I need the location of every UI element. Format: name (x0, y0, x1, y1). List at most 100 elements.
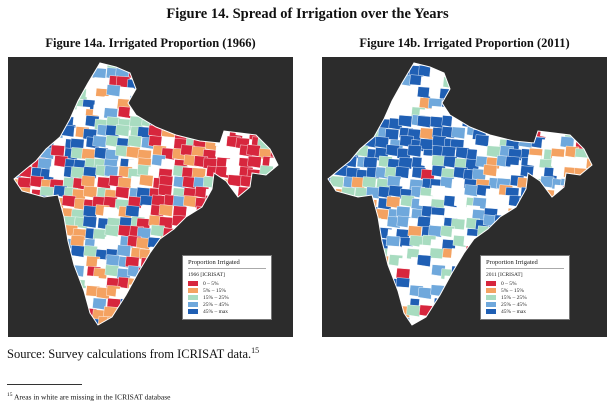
district-cell (531, 196, 547, 209)
panel-title-1966: Figure 14a. Irrigated Proportion (1966) (45, 36, 256, 50)
district-cell (280, 97, 293, 109)
district-cell (453, 74, 468, 88)
district-cell (136, 66, 152, 79)
district-cell (237, 186, 252, 199)
district-cell (594, 195, 607, 207)
district-cell (595, 206, 607, 218)
district-cell (519, 329, 533, 337)
district-cell (586, 104, 592, 118)
district-cell (14, 67, 22, 81)
district-cell (246, 214, 261, 228)
district-cell (14, 148, 22, 161)
district-cell (27, 64, 43, 77)
district-cell (72, 66, 87, 79)
district-cell (249, 238, 265, 252)
district-cell (14, 217, 24, 231)
district-cell (246, 329, 260, 337)
legend-label: 5% – 15% (501, 287, 524, 294)
district-cell (182, 78, 197, 91)
legend-item-45-max: 45% – max (188, 308, 266, 315)
district-cell (215, 86, 230, 99)
district-cell (249, 117, 265, 130)
district-cell (63, 63, 79, 71)
legend-label: 45% – max (501, 308, 527, 315)
district-cell (280, 169, 293, 181)
district-cell (486, 67, 501, 81)
legend-swatch (486, 309, 496, 314)
district-cell (506, 318, 521, 325)
district-cell (30, 264, 46, 277)
district-cell (270, 255, 278, 268)
district-cell (598, 145, 607, 157)
district-cell (339, 298, 355, 311)
district-cell (540, 65, 555, 78)
district-cell (38, 86, 53, 99)
district-cell (181, 234, 197, 248)
district-cell (474, 99, 489, 112)
district-cell (542, 198, 557, 212)
district-cell (328, 147, 339, 160)
district-cell (330, 76, 345, 89)
legend-item-25-45: 25% – 45% (188, 301, 266, 308)
district-cell (355, 266, 371, 279)
district-cell (30, 137, 45, 151)
district-cell (444, 288, 459, 302)
district-cell (159, 267, 175, 280)
district-cell (419, 138, 434, 151)
district-cell (329, 175, 345, 189)
district-cell (572, 245, 587, 259)
district-cell (37, 106, 52, 119)
district-cell (351, 298, 366, 311)
district-cell (284, 189, 293, 201)
district-cell (14, 227, 21, 241)
district-cell (20, 219, 35, 232)
district-cell (225, 205, 240, 218)
district-cell (173, 76, 189, 89)
district-cell (367, 326, 381, 337)
district-cell (235, 87, 251, 101)
district-cell (14, 137, 20, 150)
district-cell (270, 298, 278, 312)
district-cell (550, 75, 565, 88)
district-cell (508, 227, 524, 240)
district-cell (354, 288, 369, 301)
district-cell (270, 276, 278, 289)
district-cell (351, 65, 366, 78)
district-cell (461, 67, 476, 80)
district-cell (528, 237, 543, 251)
district-cell (597, 326, 607, 337)
district-cell (49, 276, 64, 290)
district-cell (159, 85, 174, 98)
footnote-ref: 15 (251, 346, 260, 355)
district-cell (246, 144, 261, 157)
district-cell (49, 308, 65, 321)
district-cell (438, 315, 454, 325)
district-cell (214, 63, 230, 71)
district-cell (583, 257, 592, 271)
figure-title: Figure 14. Spread of Irrigation over the… (166, 6, 449, 22)
district-cell (127, 318, 142, 325)
district-cell (193, 238, 209, 251)
legend-swatch (188, 281, 198, 286)
district-cell (14, 63, 25, 70)
district-cell (428, 315, 443, 325)
district-cell (206, 79, 221, 92)
district-cell (328, 296, 335, 309)
district-cell (269, 314, 278, 325)
district-cell (531, 63, 546, 69)
district-cell (63, 277, 79, 290)
district-cell (398, 156, 413, 170)
district-cell (582, 64, 592, 78)
district-cell (362, 77, 378, 90)
district-cell (342, 325, 356, 337)
district-cell (328, 195, 335, 209)
district-cell (149, 246, 164, 260)
district-cell (195, 95, 211, 109)
district-cell (213, 75, 228, 89)
district-cell (163, 244, 178, 257)
district-cell (587, 238, 592, 251)
district-cell (362, 299, 377, 312)
district-cell (345, 109, 360, 122)
district-cell (595, 87, 607, 99)
district-cell (328, 316, 338, 325)
